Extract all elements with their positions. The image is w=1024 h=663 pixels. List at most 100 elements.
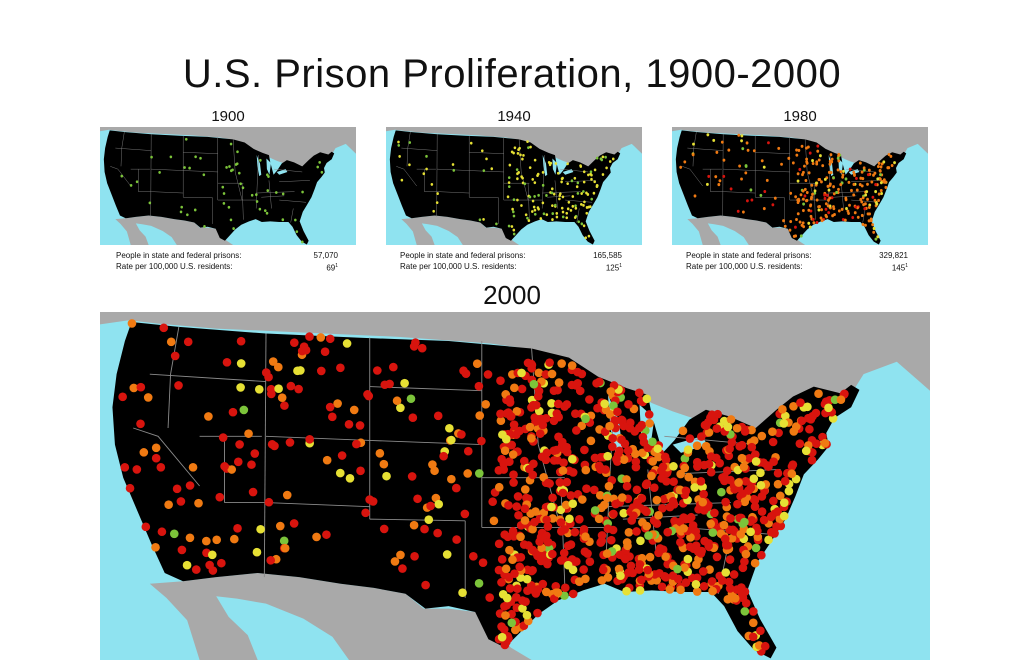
prison-dot	[723, 422, 733, 432]
prison-dot	[829, 171, 833, 175]
prison-dot	[572, 426, 581, 435]
prison-dot	[606, 535, 616, 545]
prison-dot	[247, 460, 256, 469]
prison-dot	[554, 378, 564, 387]
prison-dot	[580, 192, 583, 195]
prison-dot	[704, 428, 714, 437]
prison-dot	[562, 477, 572, 487]
prison-dot	[780, 476, 790, 486]
prison-dot	[612, 454, 621, 464]
prison-dot	[657, 474, 666, 483]
prison-dot	[602, 493, 612, 503]
prison-dot	[541, 170, 545, 174]
prison-dot	[830, 196, 834, 200]
prison-dot	[862, 203, 865, 207]
prison-dot	[252, 547, 262, 557]
prison-dot	[726, 514, 735, 523]
prison-dot	[832, 192, 836, 196]
prison-dot	[839, 183, 843, 187]
prison-dot	[463, 446, 473, 456]
prison-dot	[827, 211, 831, 215]
prison-dot	[813, 191, 817, 195]
prison-dot	[392, 396, 402, 406]
state-boundary	[755, 152, 790, 154]
prison-dot	[859, 197, 863, 201]
prison-dot	[611, 499, 620, 509]
prison-dot	[722, 174, 726, 178]
prison-dot	[434, 499, 444, 509]
prison-dot	[879, 189, 883, 193]
prison-dot	[452, 483, 461, 493]
prison-dot	[805, 191, 809, 195]
prison-dot	[704, 459, 714, 469]
prison-dot	[558, 194, 562, 197]
prison-dot	[496, 376, 505, 385]
prison-dot	[193, 208, 197, 212]
prison-dot	[433, 411, 443, 421]
prison-dot	[725, 555, 735, 564]
prison-dot	[584, 236, 588, 240]
prison-dot	[683, 160, 687, 164]
prison-dot	[816, 144, 820, 148]
prison-dot	[749, 188, 753, 192]
prison-dot	[698, 567, 708, 576]
prison-dot	[558, 197, 561, 201]
prison-dot	[481, 399, 491, 409]
map-svg	[386, 127, 642, 245]
prison-dot	[887, 152, 891, 157]
prison-dot	[642, 507, 651, 516]
prison-dot	[827, 198, 830, 202]
prison-dot	[469, 141, 473, 145]
prison-dot	[151, 443, 161, 453]
state-boundary	[682, 166, 703, 187]
state-boundary	[547, 195, 571, 198]
prison-dot	[636, 536, 645, 546]
prison-dot	[561, 195, 565, 199]
prison-dot	[548, 549, 557, 559]
prison-dot	[606, 387, 616, 396]
rate-value: 69	[326, 263, 336, 273]
prison-dot	[472, 359, 482, 369]
prison-dot	[836, 156, 840, 160]
prison-dot	[820, 438, 830, 448]
prison-dot	[768, 437, 778, 447]
prison-dot	[691, 541, 701, 550]
prison-dot	[748, 632, 758, 642]
prison-dot	[433, 528, 442, 538]
prison-dot	[614, 564, 624, 574]
prison-dot	[874, 237, 878, 241]
prison-dot	[495, 222, 498, 226]
prison-dot	[580, 445, 589, 455]
prison-dot	[736, 529, 746, 539]
prison-dot	[545, 194, 548, 197]
prison-dot	[805, 424, 814, 434]
prison-dot	[801, 173, 804, 177]
prison-dot	[622, 481, 632, 491]
prison-dot	[643, 443, 653, 453]
prison-dot	[356, 466, 365, 476]
prison-dot	[789, 191, 793, 195]
rate-label: Rate per 100,000 U.S. residents:	[686, 262, 803, 271]
prison-dot	[447, 435, 456, 445]
prison-dot	[766, 527, 776, 537]
prison-dot	[595, 183, 599, 187]
prison-dot	[463, 469, 473, 478]
prison-dot	[867, 219, 871, 223]
state-boundary	[687, 147, 724, 151]
prison-dot	[320, 170, 324, 174]
prison-dot	[417, 343, 427, 353]
prison-dot	[266, 389, 276, 399]
prison-dot	[644, 531, 653, 540]
prison-dot	[808, 225, 812, 229]
prison-dot	[725, 444, 734, 454]
prison-dot	[185, 481, 195, 490]
prison-dot	[514, 510, 523, 520]
prison-dot	[622, 586, 631, 596]
prison-dot	[533, 212, 537, 216]
prison-dot	[669, 477, 678, 486]
prison-dot	[526, 509, 536, 518]
prison-dot	[615, 446, 624, 456]
prison-dot	[760, 641, 770, 651]
prison-dot	[810, 183, 814, 187]
prison-dot	[549, 456, 559, 465]
